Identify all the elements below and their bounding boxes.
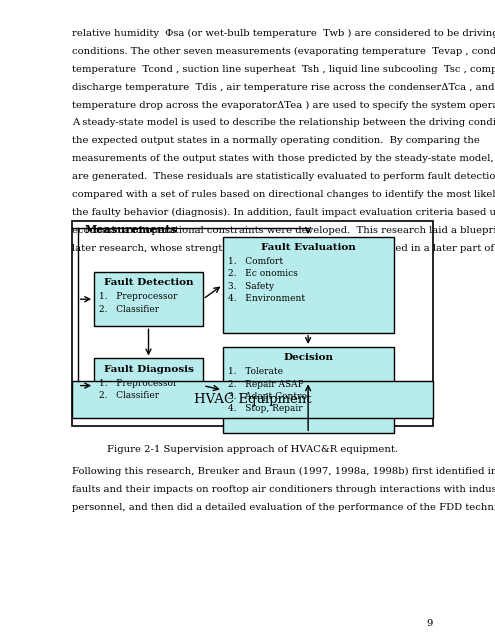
Text: 1.   Comfort: 1. Comfort (228, 257, 283, 266)
Text: 4.   Environment: 4. Environment (228, 294, 305, 303)
Text: Fault Diagnosis: Fault Diagnosis (103, 365, 194, 374)
Text: conditions. The other seven measurements (evaporating temperature  Tevap , conde: conditions. The other seven measurements… (72, 47, 495, 56)
Text: Measurements: Measurements (84, 224, 177, 235)
FancyBboxPatch shape (72, 221, 433, 426)
Text: later research, whose strengths and weaknesses will be discussed in a later part: later research, whose strengths and weak… (72, 244, 495, 253)
Text: 1.   Tolerate: 1. Tolerate (228, 367, 283, 376)
Text: 4.   Stop, Repair: 4. Stop, Repair (228, 404, 302, 413)
Text: Following this research, Breuker and Braun (1997, 1998a, 1998b) first identified: Following this research, Breuker and Bra… (72, 467, 495, 476)
Text: 3.   Safety: 3. Safety (228, 282, 274, 291)
Text: Fault Evaluation: Fault Evaluation (261, 243, 355, 252)
FancyBboxPatch shape (223, 347, 394, 433)
Text: 1.   Preprocessor: 1. Preprocessor (99, 379, 177, 388)
Text: the expected output states in a normally operating condition.  By comparing the: the expected output states in a normally… (72, 136, 480, 145)
FancyBboxPatch shape (94, 272, 203, 326)
FancyBboxPatch shape (223, 237, 394, 333)
Text: A steady-state model is used to describe the relationship between the driving co: A steady-state model is used to describe… (72, 118, 495, 127)
Text: relative humidity  Φsa (or wet-bulb temperature  Twb ) are considered to be driv: relative humidity Φsa (or wet-bulb tempe… (72, 29, 495, 38)
Text: faults and their impacts on rooftop air conditioners through interactions with i: faults and their impacts on rooftop air … (72, 485, 495, 494)
FancyBboxPatch shape (72, 381, 433, 418)
Text: 9: 9 (427, 620, 433, 628)
Text: 1.   Preprocessor: 1. Preprocessor (99, 292, 177, 301)
Text: Decision: Decision (283, 353, 333, 362)
Text: economic and operational constraints were developed.  This research laid a bluep: economic and operational constraints wer… (72, 226, 495, 235)
Text: compared with a set of rules based on directional changes to identify the most l: compared with a set of rules based on di… (72, 190, 495, 199)
Text: Figure 2-1 Supervision approach of HVAC&R equipment.: Figure 2-1 Supervision approach of HVAC&… (107, 445, 398, 454)
Text: 2.   Classifier: 2. Classifier (99, 391, 159, 400)
Text: discharge temperature  Tdis , air temperature rise across the condenserΔTca , an: discharge temperature Tdis , air tempera… (72, 83, 495, 92)
Text: temperature drop across the evaporatorΔTea ) are used to specify the system oper: temperature drop across the evaporatorΔT… (72, 100, 495, 109)
Text: 2.   Ec onomics: 2. Ec onomics (228, 269, 297, 278)
Text: Fault Detection: Fault Detection (104, 278, 193, 287)
Text: measurements of the output states with those predicted by the steady-state model: measurements of the output states with t… (72, 154, 495, 163)
Text: personnel, and then did a detailed evaluation of the performance of the FDD tech: personnel, and then did a detailed evalu… (72, 503, 495, 512)
Text: HVAC Equipment: HVAC Equipment (194, 393, 311, 406)
FancyBboxPatch shape (94, 358, 203, 413)
Text: 2.   Repair ASAP: 2. Repair ASAP (228, 380, 303, 388)
Text: 2.   Classifier: 2. Classifier (99, 305, 159, 314)
Text: are generated.  These residuals are statistically evaluated to perform fault det: are generated. These residuals are stati… (72, 172, 495, 181)
Text: the faulty behavior (diagnosis). In addition, fault impact evaluation criteria b: the faulty behavior (diagnosis). In addi… (72, 208, 495, 217)
Text: temperature  Tcond , suction line superheat  Tsh , liquid line subcooling  Tsc ,: temperature Tcond , suction line superhe… (72, 65, 495, 74)
Text: 3.   Adapt Control: 3. Adapt Control (228, 392, 309, 401)
